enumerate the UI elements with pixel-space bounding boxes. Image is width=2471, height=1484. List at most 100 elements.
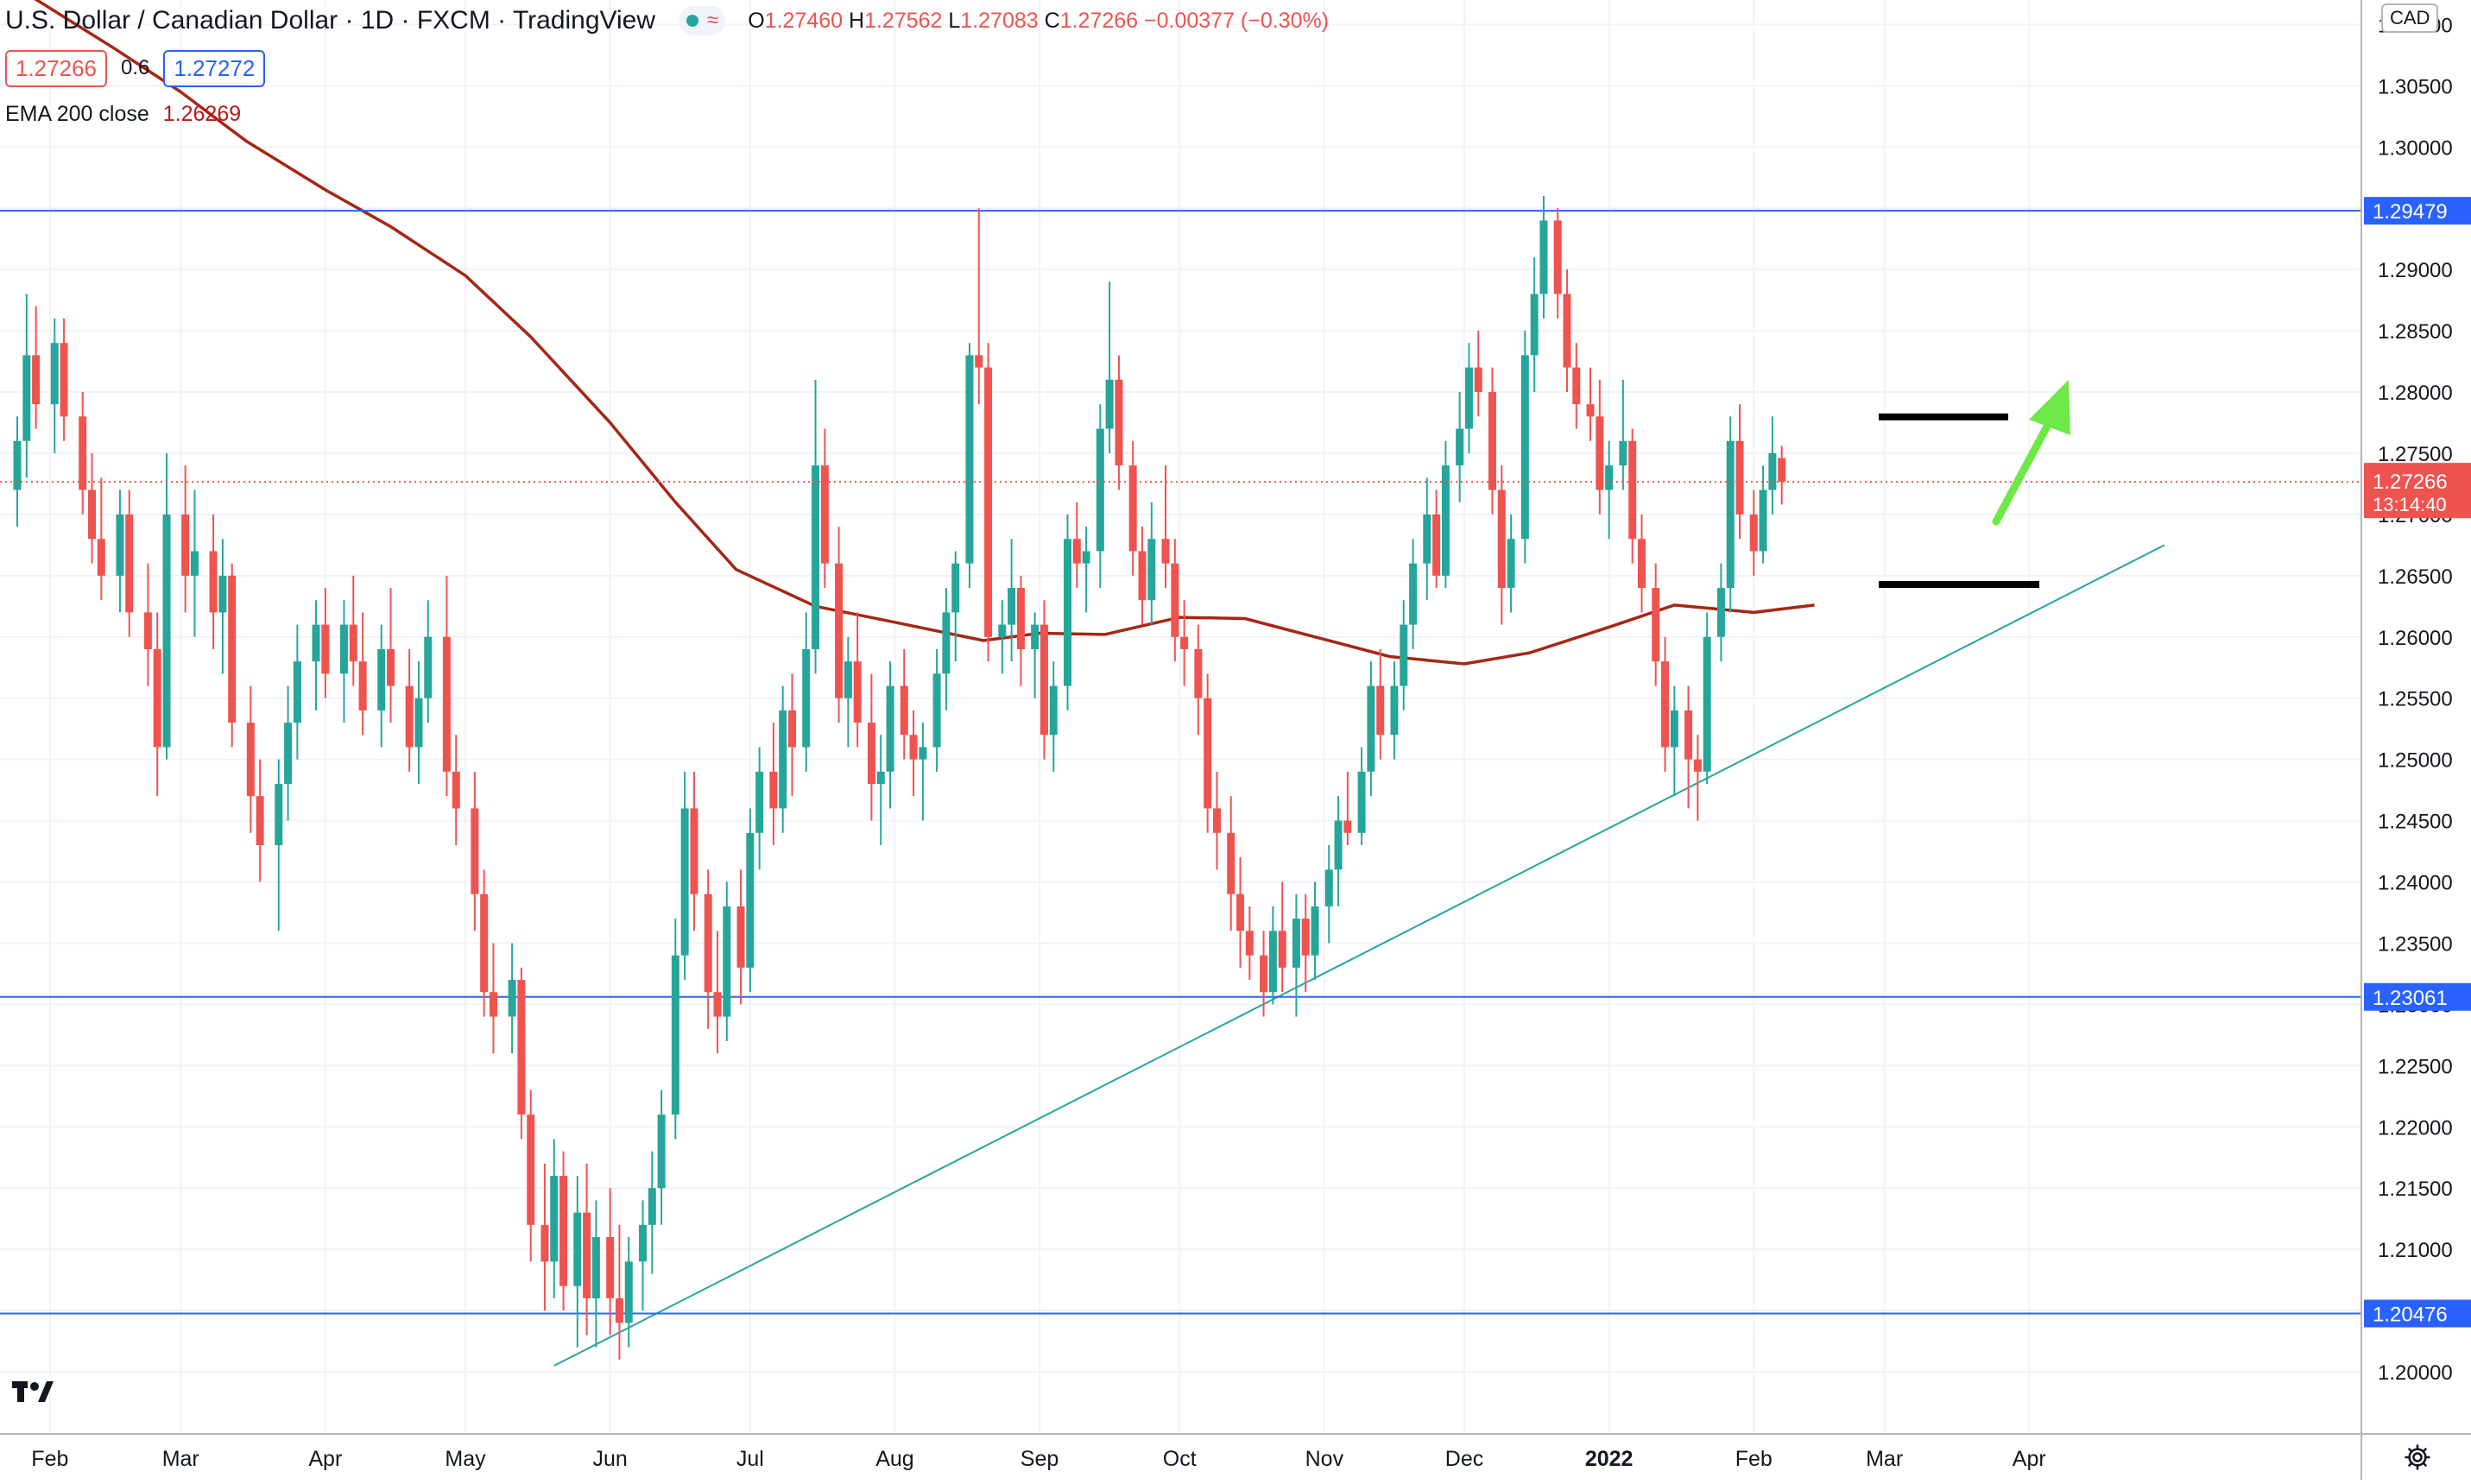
candle-body [442, 636, 451, 772]
candle-body [181, 514, 190, 576]
time-tick-label: Aug [875, 1447, 913, 1471]
candle [876, 735, 885, 845]
candle [508, 943, 516, 1054]
candle-body [88, 489, 97, 540]
candle [1507, 514, 1515, 613]
indicator-legend[interactable]: EMA 200 close 1.26269 [5, 97, 241, 131]
time-scale[interactable]: Feb Mar Apr May Jun Jul Aug Sep Oct Nov Dec 2022 Feb… [0, 1433, 2360, 1480]
candle [1031, 612, 1040, 698]
candle-body [1268, 931, 1277, 993]
candle [442, 575, 451, 797]
candle-body [1628, 440, 1637, 540]
candle-body [1539, 220, 1548, 294]
candle [559, 1151, 568, 1311]
candle-body [876, 771, 885, 785]
candle [1628, 428, 1637, 564]
sell-button[interactable]: 1.27266 [5, 49, 107, 87]
buy-button[interactable]: 1.27272 [163, 49, 266, 87]
market-status[interactable]: ≈ [679, 6, 726, 35]
time-tick-label: Mar [162, 1447, 199, 1471]
logo-slash [38, 1381, 54, 1402]
candle-body [1441, 465, 1450, 576]
candle [690, 771, 698, 931]
candle [853, 612, 862, 748]
candle-body [1605, 465, 1614, 490]
candle [1049, 661, 1058, 772]
candle-body [1409, 563, 1418, 625]
candle-body [1703, 636, 1711, 772]
candle [312, 600, 320, 710]
candle [1016, 575, 1025, 686]
candle [540, 1163, 549, 1311]
candle [624, 1236, 633, 1348]
candle [1194, 624, 1203, 736]
price-tick-label: 1.20000 [2378, 1361, 2453, 1385]
candle-body [1716, 588, 1725, 637]
candle [1716, 563, 1725, 662]
symbol-title[interactable]: U.S. Dollar / Canadian Dollar · 1D · FXC… [5, 6, 656, 35]
time-tick-label: Feb [1735, 1447, 1773, 1471]
candle-body [573, 1212, 582, 1286]
candle-body [218, 575, 227, 613]
candle [550, 1139, 559, 1298]
price-tick-label: 1.30500 [2378, 75, 2453, 98]
candle-body [1768, 452, 1777, 490]
close-label: C [1044, 8, 1060, 33]
candle-body [583, 1212, 591, 1298]
candle [32, 306, 41, 429]
spread-value: 0.6 [120, 56, 150, 79]
candle [1497, 465, 1506, 625]
candle [812, 379, 820, 674]
candle [60, 318, 68, 441]
low-label: L [948, 8, 961, 33]
candle [1759, 465, 1767, 564]
candle-body [1147, 539, 1156, 601]
candle [919, 723, 927, 821]
candle-body [1031, 624, 1040, 649]
hline-label: 1.23061 [2373, 987, 2448, 1010]
low-value: 1.27083 [960, 8, 1039, 33]
candle [1268, 906, 1277, 1005]
grid [0, 0, 2360, 1433]
candle [517, 967, 526, 1140]
price-tick-label: 1.25500 [2378, 688, 2453, 711]
candle [583, 1163, 591, 1336]
candle [387, 588, 395, 723]
candle [1637, 514, 1646, 613]
candle [835, 527, 844, 723]
candle [1432, 489, 1441, 589]
candle [1768, 416, 1777, 515]
settings-button[interactable] [2360, 1433, 2471, 1480]
candle-body [480, 894, 489, 993]
candle [1409, 539, 1418, 649]
candle-body [143, 612, 152, 649]
candle-body [1194, 648, 1203, 698]
candle [1684, 685, 1693, 809]
candle [1343, 771, 1352, 845]
arrow-head [2029, 380, 2070, 435]
price-scale[interactable]: 1.310001.305001.300001.295001.290001.285… [2360, 0, 2471, 1433]
candle [1311, 881, 1319, 981]
candle-body [162, 514, 171, 748]
candle [1520, 331, 1529, 564]
currency-badge[interactable]: CAD [2381, 3, 2439, 33]
candle [1735, 404, 1744, 540]
ema-200-line [34, 0, 1815, 666]
candle [1596, 379, 1604, 515]
candle [1147, 502, 1156, 625]
candle-body [1586, 404, 1595, 417]
candle-body [1423, 514, 1431, 564]
candle [489, 943, 497, 1054]
candle-body [648, 1188, 656, 1225]
candle-body [1367, 685, 1375, 772]
candle [97, 477, 105, 601]
candle-body [1049, 685, 1058, 736]
candle-body [835, 563, 844, 698]
candle-body [1260, 955, 1268, 993]
candle-body [1670, 710, 1678, 748]
candle-body [1343, 820, 1352, 833]
ema-line [34, 0, 1815, 666]
candle-body [713, 992, 722, 1017]
